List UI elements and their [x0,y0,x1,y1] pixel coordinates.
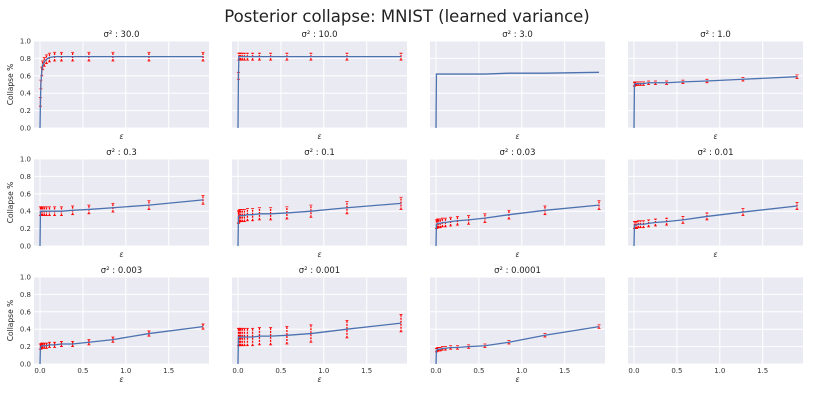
y-tick-label: 0.6 [20,308,32,316]
subplot-2: ε σ² : 3.0 [430,30,605,141]
subplot-title: σ² : 10.0 [302,30,338,40]
x-tick-label: 1.0 [318,367,329,375]
x-axis-label: ε [515,250,519,259]
series-line [39,325,204,365]
subplot-4: 0.0 0.2 0.4 0.6 0.8 1.0 Collapse % ε σ² : 0.3 [6,148,209,259]
subplot-title: σ² : 0.1 [304,148,335,158]
y-tick-label: 1.0 [20,38,31,46]
subplot-title: σ² : 0.01 [698,148,734,158]
x-tick-label: 1.5 [163,367,174,375]
x-tick-label: 1.5 [559,367,570,375]
subplot-6: ε σ² : 0.03 [430,148,605,259]
subplot-7: ε σ² : 0.01 [628,148,803,259]
y-tick-label: 0.0 [20,361,31,369]
x-axis-label: ε [317,250,321,259]
subplot-8: 0.0 0.2 0.4 0.6 0.8 1.0 0.0 0.5 1.0 1.5 Collapse %… [6,266,209,384]
y-tick-label: 0.8 [20,55,31,63]
x-tick-label: 0.5 [275,367,286,375]
figure-title: Posterior collapse: MNIST (learned varia… [224,7,589,26]
series-line [237,202,402,247]
y-tick-label: 0.0 [20,243,31,251]
plot-area [628,41,803,128]
y-tick-label: 0.2 [20,225,31,233]
x-tick-label: 1.5 [361,367,372,375]
x-axis-label: ε [317,375,321,384]
y-axis-label: Collapse % [6,182,15,223]
subplot-3: ε σ² : 1.0 [628,30,803,141]
x-tick-label: 0.0 [628,367,639,375]
x-axis-label: ε [119,132,123,141]
y-tick-label: 1.0 [20,156,31,164]
y-axis-label: Collapse % [6,64,15,105]
x-tick-label: 1.5 [757,367,768,375]
subplot-title: σ² : 0.003 [101,266,142,276]
x-axis-label: ε [119,250,123,259]
subplot-5: ε σ² : 0.1 [232,148,407,259]
series-line [237,322,402,365]
x-tick-label: 0.0 [232,367,243,375]
subplot-0: 0.0 0.2 0.4 0.6 0.8 1.0 Collapse % ε σ² : 30.0 [6,30,209,141]
subplot-9: 0.0 0.5 1.0 1.5 ε σ² : 0.001 [232,266,407,384]
series-line [633,205,798,247]
series-line [435,71,600,129]
x-tick-label: 1.0 [120,367,131,375]
x-tick-label: 0.5 [671,367,682,375]
x-axis-label: ε [119,375,123,384]
x-tick-label: 0.0 [430,367,441,375]
subplot-1: ε σ² : 10.0 [232,30,407,141]
subplot-11: 0.0 0.5 1.0 1.5 [628,276,803,375]
subplot-title: σ² : 0.001 [299,266,340,276]
x-axis-label: ε [713,132,717,141]
subplot-title: σ² : 30.0 [104,30,140,40]
y-tick-label: 0.4 [20,326,32,334]
subplot-title: σ² : 1.0 [700,30,731,40]
series-line [39,199,204,247]
plot-area [232,41,407,128]
x-axis-label: ε [317,132,321,141]
x-axis-label: ε [713,250,717,259]
plot-area [232,159,407,246]
y-tick-label: 0.8 [20,291,31,299]
subplot-10: 0.0 0.5 1.0 1.5 ε σ² : 0.0001 [430,266,605,384]
y-tick-label: 1.0 [20,274,31,282]
y-tick-label: 0.4 [20,90,32,98]
y-tick-label: 0.6 [20,72,32,80]
subplot-title: σ² : 0.3 [106,148,137,158]
subplot-title: σ² : 0.0001 [494,266,541,276]
subplot-title: σ² : 0.03 [500,148,536,158]
series-line [237,56,401,129]
plot-area [34,277,209,364]
x-tick-label: 1.0 [714,367,725,375]
plot-area [628,159,803,246]
y-tick-label: 0.2 [20,107,31,115]
x-axis-label: ε [515,375,519,384]
x-tick-label: 1.0 [516,367,527,375]
x-tick-label: 0.5 [473,367,484,375]
y-tick-label: 0.0 [20,125,31,133]
series-line [39,56,203,129]
plot-area [232,277,407,364]
plot-area [430,41,605,128]
plot-area [34,41,209,128]
subplot-title: σ² : 3.0 [502,30,533,40]
y-tick-label: 0.8 [20,173,31,181]
x-axis-label: ε [515,132,519,141]
series-line [435,325,600,365]
y-tick-label: 0.6 [20,190,32,198]
plot-area [430,159,605,246]
x-tick-label: 0.5 [77,367,88,375]
plot-area [34,159,209,246]
y-tick-label: 0.2 [20,343,31,351]
y-tick-label: 0.4 [20,208,32,216]
series-line [435,204,600,247]
plot-area [430,277,605,364]
x-tick-label: 0.0 [34,367,45,375]
plot-area [628,277,803,364]
series-line [633,76,798,129]
y-axis-label: Collapse % [6,300,15,341]
